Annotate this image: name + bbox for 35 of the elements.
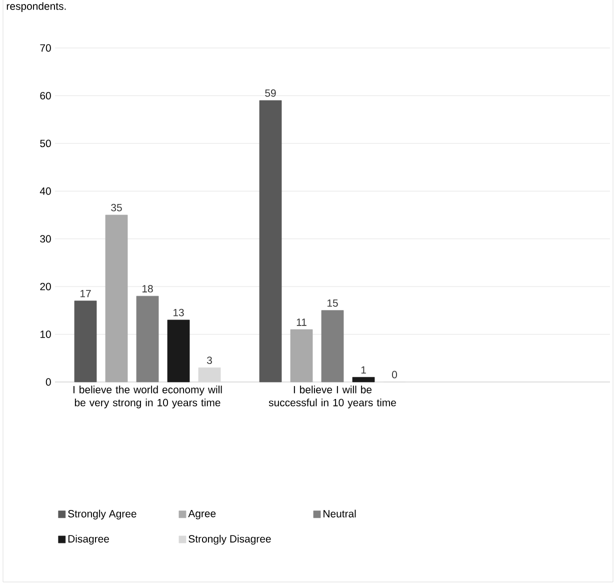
y-tick-label: 10	[40, 330, 51, 338]
data-label: 13	[173, 308, 184, 316]
data-label: 59	[265, 89, 276, 97]
data-label: 11	[296, 318, 306, 326]
bar	[198, 367, 221, 382]
bar	[352, 377, 375, 382]
y-tick-label: 30	[40, 235, 51, 243]
data-label: 17	[80, 290, 91, 298]
y-tick-label: 70	[40, 44, 51, 52]
legend-label: Neutral	[324, 510, 356, 518]
bar	[259, 100, 282, 382]
data-label: 15	[327, 299, 338, 307]
bar	[321, 310, 344, 382]
y-tick-label: 40	[40, 187, 51, 195]
bar	[74, 300, 97, 382]
bar	[290, 329, 313, 382]
legend-label: Strongly Agree	[68, 510, 136, 520]
y-tick-label: 60	[40, 92, 51, 100]
bar	[167, 320, 190, 382]
legend-label: Agree	[188, 510, 216, 520]
data-label: 35	[111, 204, 122, 212]
data-label: 1	[361, 366, 366, 374]
y-tick-label: 20	[40, 282, 51, 290]
bar	[136, 296, 159, 382]
legend-label: Strongly Disagree	[188, 534, 271, 545]
data-label: 0	[392, 370, 398, 378]
chart-title: respondents.	[6, 2, 66, 12]
data-label: 18	[142, 285, 153, 292]
bar	[105, 214, 128, 382]
y-tick-label: 50	[40, 140, 51, 148]
data-label: 3	[206, 356, 212, 364]
legend-label: Disagree	[68, 534, 109, 545]
x-tick-label: I believe the world economy will be very strong in 10 years time	[73, 386, 222, 408]
y-tick-label: 0	[46, 378, 51, 386]
x-tick-label: I believe I will be successful in 10 years time	[268, 386, 396, 408]
